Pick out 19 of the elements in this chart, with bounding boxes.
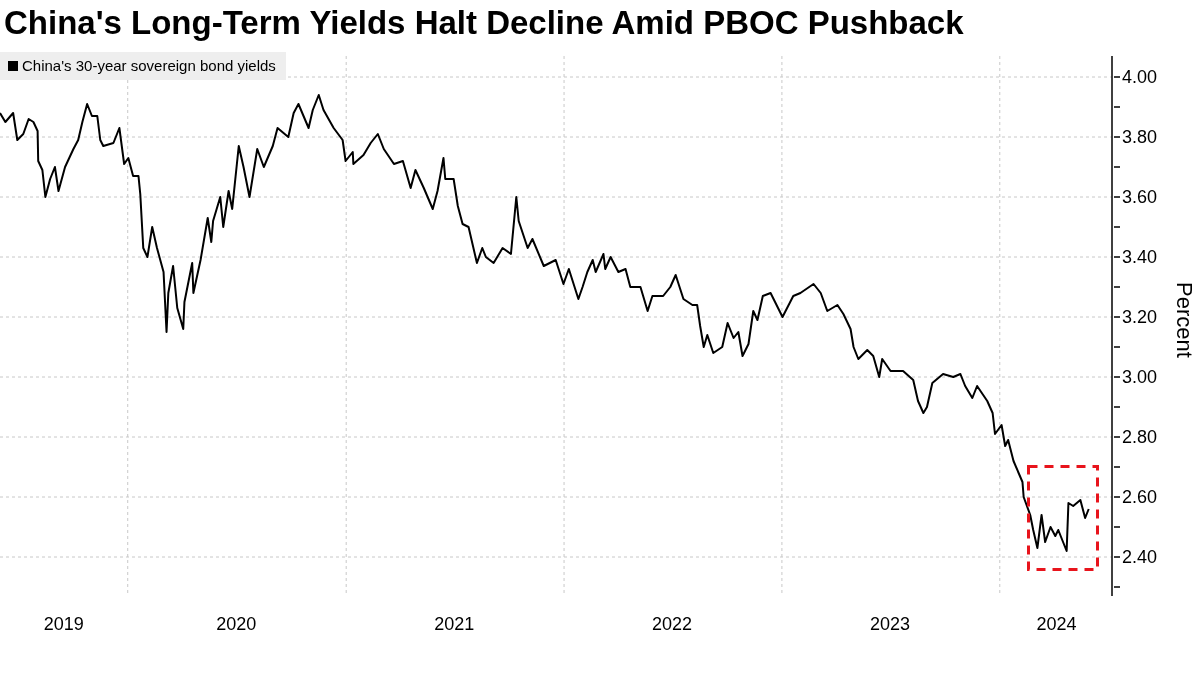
y-axis-title: Percent [1171, 282, 1197, 358]
y-tick-label: 2.80 [1122, 427, 1158, 447]
chart-title: China's Long-Term Yields Halt Decline Amid PBOC Pushback [4, 4, 964, 42]
y-tick-label: 3.00 [1122, 367, 1158, 387]
y-tick-label: 3.60 [1122, 187, 1158, 207]
x-tick-label: 2021 [434, 614, 475, 634]
y-tick-label: 3.20 [1122, 307, 1158, 327]
x-tick-label: 2022 [652, 614, 693, 634]
y-tick-label: 3.80 [1122, 127, 1158, 147]
y-tick-label: 3.40 [1122, 247, 1158, 267]
x-tick-label: 2019 [43, 614, 84, 634]
y-tick-label: 2.60 [1122, 487, 1158, 507]
y-tick-label: 4.00 [1122, 67, 1158, 87]
x-tick-label: 2024 [1036, 614, 1077, 634]
legend-label: China's 30-year sovereign bond yields [22, 57, 276, 74]
y-tick-label: 2.40 [1122, 547, 1158, 567]
line-series [0, 94, 1090, 552]
x-tick-label: 2023 [869, 614, 910, 634]
x-tick-label: 2020 [216, 614, 257, 634]
